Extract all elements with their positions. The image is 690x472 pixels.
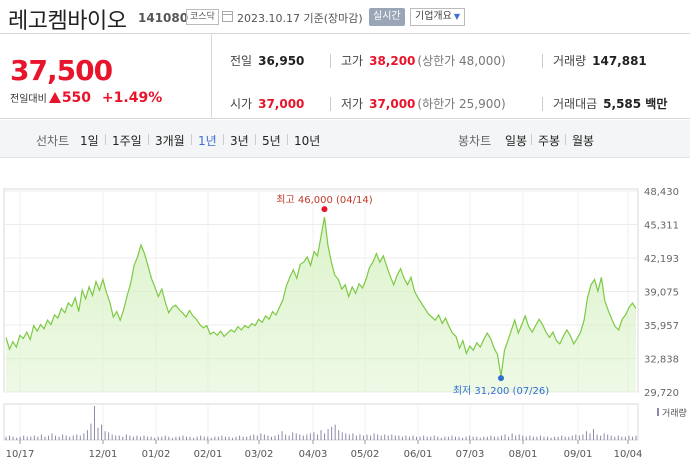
chevron-down-icon: ▼ [453,12,460,21]
low-marker [498,375,504,382]
volume-legend-swatch [657,408,659,416]
stat-value: 37,000 [258,97,305,111]
current-price: 37,500 [10,54,113,87]
divider [565,134,566,145]
stat-value: 36,950 [258,54,305,68]
change-percent: +1.49% [101,90,163,106]
change-label: 전일대비 [10,94,47,105]
lower-limit: (하한가 25,900) [417,97,506,111]
stat-label: 전일 [230,54,253,68]
x-tick-label: 02/01 [194,449,223,460]
line-chart-label: 선차트 [36,134,70,148]
price-area-fill [6,217,636,392]
reference-date: 2023.10.17 기준(장마감) [237,12,363,25]
y-tick-label: 42,193 [644,254,679,265]
high-marker [321,206,328,213]
y-tick-label: 39,075 [644,288,679,299]
y-tick-label: 45,311 [644,221,679,232]
company-overview-label: 기업개요 [415,11,452,22]
divider [330,54,331,68]
market-badge: 코스닥 [186,9,219,25]
line-period-4[interactable]: 3년 [230,134,249,148]
high-annotation: 최고 46,000 (04/14) [276,194,372,206]
x-tick-label: 03/02 [245,449,274,460]
stat-high: 고가 38,200 (상한가 48,000) [341,52,506,69]
stat-value: 147,881 [592,54,647,68]
volume-legend-label: 거래량 [662,407,687,419]
price-panel: 37,500 전일대비 550 +1.49% 전일 36,950 고가 38,200(… [0,34,690,119]
price-chart: 48,430 45,311 42,193 39,075 35,957 32,838 29,7… [3,187,687,460]
divider [105,134,106,145]
divider [255,134,256,145]
candle-period-0[interactable]: 일봉 [505,134,528,148]
divider [542,97,543,111]
candle-period-1[interactable]: 주봉 [538,134,561,148]
change-amount: 550 [61,90,92,106]
price-line [5,216,637,377]
y-tick-label: 48,430 [644,187,679,198]
stat-label: 시가 [230,97,253,111]
x-tick-label: 06/01 [404,449,433,460]
candle-period-2[interactable]: 월봉 [572,134,595,148]
y-tick-label: 35,957 [644,321,679,332]
stat-open: 시가 37,000 [230,95,304,112]
x-tick-label: 10/17 [6,449,35,460]
line-period-2[interactable]: 3개월 [155,134,185,148]
stock-title-row: 레고켐바이오 141080 코스닥 2023.10.17 기준(장마감) 실시간… [0,0,690,34]
stat-value: 5,585 백만 [603,97,668,111]
stat-prev-close: 전일 36,950 [230,52,304,69]
line-period-1[interactable]: 1주일 [112,134,142,148]
x-tick-label: 09/01 [564,449,593,460]
stock-code: 141080 [138,11,189,25]
divider [148,134,149,145]
company-overview-button[interactable]: 기업개요 ▼ [410,8,465,26]
x-tick-label: 01/02 [142,449,171,460]
calendar-icon [222,11,233,22]
divider [223,134,224,145]
stat-label: 거래대금 [553,97,598,111]
stat-label: 저가 [341,97,364,111]
line-period-5[interactable]: 5년 [262,134,281,148]
divider [287,134,288,145]
y-tick-label: 32,838 [644,355,679,366]
x-tick-label: 04/03 [299,449,328,460]
candle-chart-label: 봉차트 [458,134,492,148]
line-period-0[interactable]: 1일 [80,134,99,148]
period-selector: 선차트 봉차트 1일 1주일 3개월 1년 3년 5년 10년 일봉 주봉 월봉 [0,120,690,158]
stock-name: 레고켐바이오 [8,9,127,34]
stat-volume: 거래량 147,881 [553,52,647,69]
line-period-3[interactable]: 1년 [198,134,217,148]
x-tick-label: 07/03 [456,449,485,460]
x-tick-label: 12/01 [89,449,118,460]
stat-trading-amount: 거래대금 5,585 백만 [553,95,667,112]
y-tick-label: 29,720 [644,388,679,399]
up-triangle-icon [48,92,61,103]
stat-label: 고가 [341,54,364,68]
line-period-6[interactable]: 10년 [294,134,321,148]
stat-value: 38,200 [369,54,416,68]
realtime-button[interactable]: 실시간 [369,8,405,26]
x-tick-label: 10/04 [614,449,643,460]
divider [330,97,331,111]
upper-limit: (상한가 48,000) [417,54,506,68]
stat-low: 저가 37,000 (하한가 25,900) [341,95,506,112]
x-tick-label: 08/01 [509,449,538,460]
divider [191,134,192,145]
price-change: 전일대비 550 +1.49% [10,90,162,106]
x-tick-label: 05/02 [351,449,380,460]
divider [211,34,212,118]
divider [542,54,543,68]
divider [531,134,532,145]
stat-value: 37,000 [369,97,416,111]
low-annotation: 최저 31,200 (07/26) [453,385,549,397]
stat-label: 거래량 [553,54,587,68]
